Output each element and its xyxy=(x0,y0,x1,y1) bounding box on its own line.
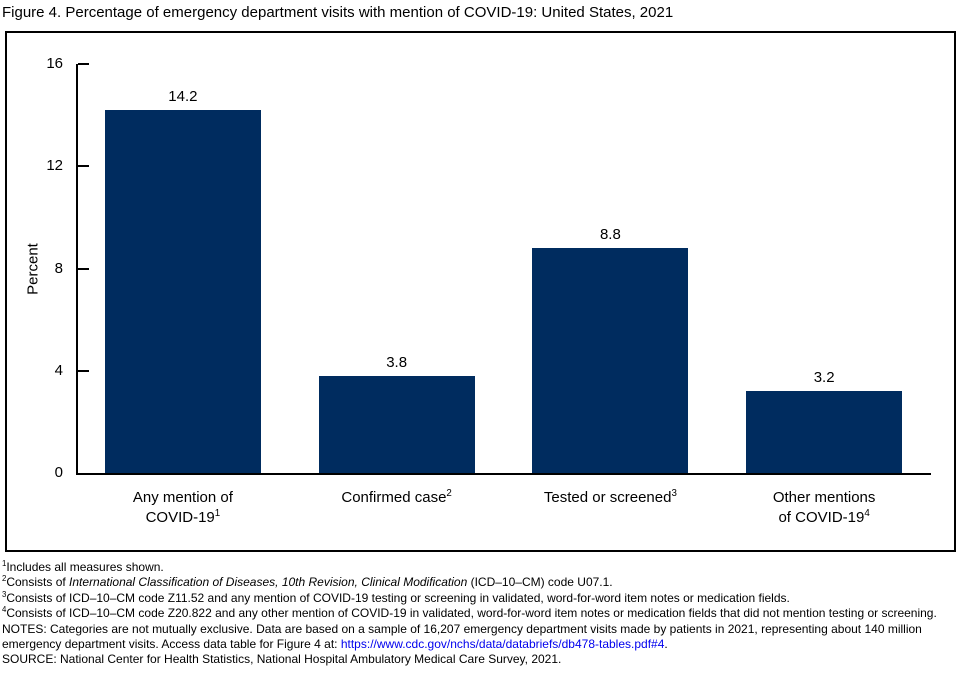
y-tick xyxy=(78,63,89,65)
category-label-line: Other mentions xyxy=(772,489,876,506)
x-axis xyxy=(76,473,931,475)
category-label-line: Tested or screened3 xyxy=(543,488,677,506)
footnote-text: NOTES: Categories are not mutually exclu… xyxy=(2,621,922,652)
footnote-marker: 4 xyxy=(2,605,7,615)
bar-0[interactable] xyxy=(104,110,261,473)
category-footnote-marker: 4 xyxy=(864,508,870,519)
bar-2[interactable] xyxy=(532,248,689,473)
figure-title: Figure 4. Percentage of emergency depart… xyxy=(2,4,674,21)
footnote-text: Consists of ICD–10–CM code Z11.52 and an… xyxy=(6,590,790,605)
footnote-text: . xyxy=(664,637,668,652)
category-label-line: Confirmed case2 xyxy=(341,488,452,506)
bar-value-label-3: 3.2 xyxy=(813,369,835,387)
footnote-0: 1Includes all measures shown. xyxy=(2,560,958,575)
footnote-text: (ICD–10–CM) code U07.1. xyxy=(467,575,613,590)
category-label-line: Any mention of xyxy=(132,489,233,506)
footnote-4: NOTES: Categories are not mutually exclu… xyxy=(2,622,958,653)
footnotes-block: 1Includes all measures shown. 2Consists o… xyxy=(2,560,958,668)
footnote-text: SOURCE: National Center for Health Stati… xyxy=(2,652,562,667)
footnote-text: Consists of ICD–10–CM code Z20.822 and a… xyxy=(6,606,937,621)
data-table-link[interactable]: https://www.cdc.gov/nchs/data/databriefs… xyxy=(340,637,665,652)
footnote-5: SOURCE: National Center for Health Stati… xyxy=(2,652,958,667)
footnote-marker: 2 xyxy=(2,574,7,584)
footnote-marker: 3 xyxy=(2,589,7,599)
category-label-1: Confirmed case2 xyxy=(287,488,507,508)
footnote-text: Includes all measures shown. xyxy=(6,560,164,574)
y-tick xyxy=(78,165,89,168)
category-label-0: Any mention of COVID-191 xyxy=(73,488,293,528)
y-tick-label: 4 xyxy=(54,361,63,379)
y-tick xyxy=(78,369,89,372)
y-axis xyxy=(76,64,78,475)
category-footnote-marker: 3 xyxy=(671,488,677,499)
footnote-text: Consists of xyxy=(6,575,70,590)
category-label-line: COVID-191 xyxy=(145,508,221,526)
bar-1[interactable] xyxy=(318,375,475,473)
footnote-1: 2Consists of International Classificatio… xyxy=(2,575,958,590)
y-tick-label: 8 xyxy=(54,259,63,277)
bar-value-label-1: 3.8 xyxy=(386,353,408,371)
bar-value-label-2: 8.8 xyxy=(599,226,621,244)
footnote-text: International Classification of Diseases… xyxy=(69,575,468,590)
category-footnote-marker: 2 xyxy=(446,488,452,499)
y-tick-label: 12 xyxy=(46,157,63,175)
y-tick xyxy=(78,267,89,270)
category-label-2: Tested or screened3 xyxy=(500,488,720,508)
category-label-3: Other mentions of COVID-194 xyxy=(714,488,934,528)
y-tick-label: 0 xyxy=(54,464,63,481)
category-footnote-marker: 1 xyxy=(214,508,221,519)
footnote-3: 4Consists of ICD–10–CM code Z20.822 and … xyxy=(2,606,958,621)
bar-3[interactable] xyxy=(746,391,903,473)
bar-value-label-0: 14.2 xyxy=(168,88,198,105)
y-tick-label: 16 xyxy=(46,55,63,72)
footnote-2: 3Consists of ICD–10–CM code Z11.52 and a… xyxy=(2,589,958,606)
footnote-marker: 1 xyxy=(2,559,7,568)
category-label-line: of COVID-194 xyxy=(778,508,870,526)
